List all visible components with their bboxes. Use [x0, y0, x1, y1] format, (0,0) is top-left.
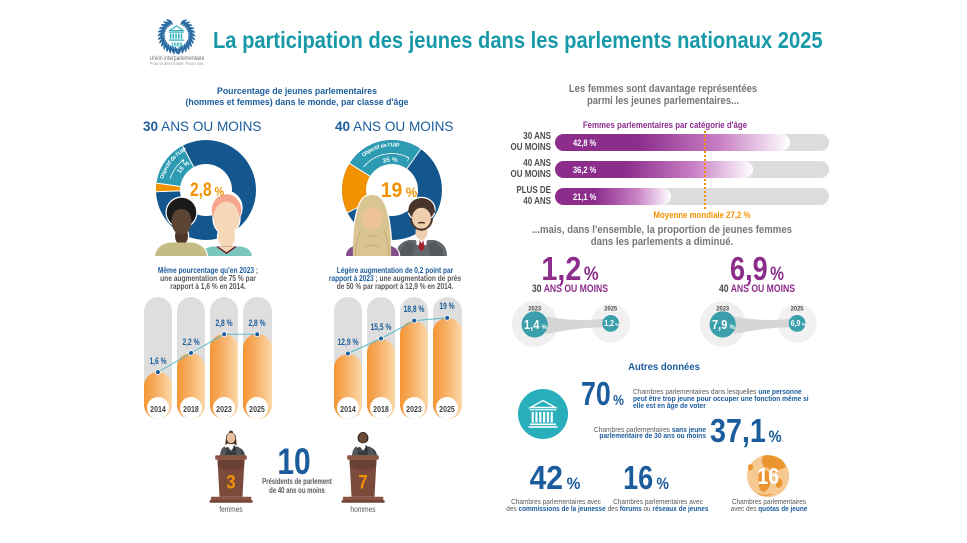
svg-text:35 %: 35 % — [382, 156, 398, 164]
svg-text:%: % — [730, 325, 736, 331]
svg-text:7,9: 7,9 — [712, 318, 728, 332]
svg-text:2023: 2023 — [528, 305, 541, 313]
svg-text:%: % — [542, 325, 548, 331]
svg-text:1,2: 1,2 — [604, 319, 614, 329]
svg-text:%: % — [802, 322, 806, 327]
svg-text:2023: 2023 — [716, 305, 729, 313]
svg-text:7: 7 — [358, 471, 367, 493]
svg-text:16: 16 — [757, 464, 779, 490]
svg-text:1889: 1889 — [171, 43, 183, 49]
svg-text:3: 3 — [226, 471, 235, 493]
svg-text:1,4: 1,4 — [524, 318, 540, 332]
svg-text:2025: 2025 — [604, 305, 617, 313]
svg-text:2025: 2025 — [791, 305, 804, 313]
svg-text:6,9: 6,9 — [791, 319, 801, 329]
svg-text:%: % — [615, 322, 619, 327]
